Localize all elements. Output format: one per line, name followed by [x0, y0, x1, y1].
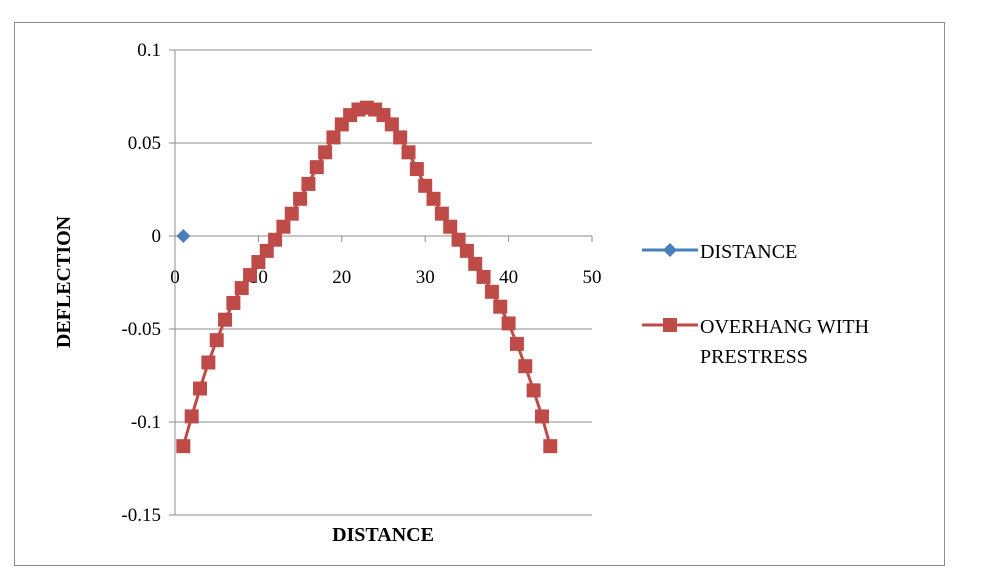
x-tick-label: 40 [499, 267, 518, 288]
data-point [418, 178, 433, 193]
series-distance [176, 229, 191, 243]
y-tick-label: -0.1 [131, 412, 161, 433]
data-point [543, 439, 558, 454]
data-point [534, 409, 549, 424]
data-point [501, 316, 516, 331]
data-point [309, 160, 324, 175]
data-point [251, 255, 266, 270]
data-point [284, 206, 299, 221]
data-point [518, 359, 533, 374]
data-point [484, 284, 499, 299]
legend-label: DISTANCE [700, 241, 797, 263]
data-point [409, 162, 424, 177]
data-point [526, 383, 541, 398]
y-axis-title: DEFLECTION [53, 215, 75, 348]
y-tick-label: 0.1 [137, 40, 161, 61]
data-point [326, 130, 341, 145]
data-point [401, 145, 416, 160]
data-point [268, 232, 283, 247]
y-tick-label: 0.05 [128, 133, 161, 154]
y-tick-label: -0.05 [121, 319, 161, 340]
data-point [234, 281, 249, 296]
data-point [384, 117, 399, 132]
data-point [201, 355, 216, 370]
y-tick-label: 0 [152, 226, 162, 247]
data-point [468, 256, 483, 271]
x-axis-title: DISTANCE [332, 524, 434, 546]
chart-frame [14, 22, 945, 566]
legend-label: PRESTRESS [700, 346, 808, 368]
data-point [276, 219, 291, 234]
data-point [301, 176, 316, 191]
tick-labels: 0.10.050-0.05-0.1-0.150 10 20 30 40 50 [121, 40, 601, 526]
data-point [318, 145, 333, 160]
x-tick-label: 30 [416, 267, 435, 288]
data-point [493, 299, 508, 314]
data-point [259, 243, 274, 258]
data-point [393, 130, 408, 145]
legend-item: DISTANCE [642, 241, 797, 263]
series-line [181, 106, 552, 447]
legend-swatch-marker [663, 243, 677, 257]
data-point [176, 229, 191, 243]
data-point [226, 295, 241, 310]
data-point [293, 191, 308, 206]
data-point [451, 232, 466, 247]
data-point [176, 439, 191, 454]
x-tick-label: 20 [332, 267, 351, 288]
legend: DISTANCE OVERHANG WITH PRESTRESS [642, 241, 869, 368]
data-point [459, 243, 474, 258]
data-point [243, 268, 258, 283]
data-point [443, 219, 458, 234]
legend-swatch-marker [663, 318, 677, 332]
legend-label: OVERHANG WITH [700, 316, 869, 338]
data-point [193, 381, 208, 396]
data-point [209, 333, 224, 348]
data-point [218, 312, 233, 327]
data-point [476, 269, 491, 284]
series-overhang-with-prestress [176, 100, 558, 454]
y-tick-label: -0.15 [121, 505, 161, 526]
x-tick-label: 0 [170, 267, 180, 288]
data-point [184, 409, 199, 424]
axes [169, 49, 593, 516]
x-tick-label: 50 [583, 267, 602, 288]
data-point [426, 191, 441, 206]
legend-item: OVERHANG WITH PRESTRESS [642, 316, 869, 368]
data-point [509, 336, 524, 351]
data-point [434, 206, 449, 221]
plot-area [176, 100, 558, 454]
